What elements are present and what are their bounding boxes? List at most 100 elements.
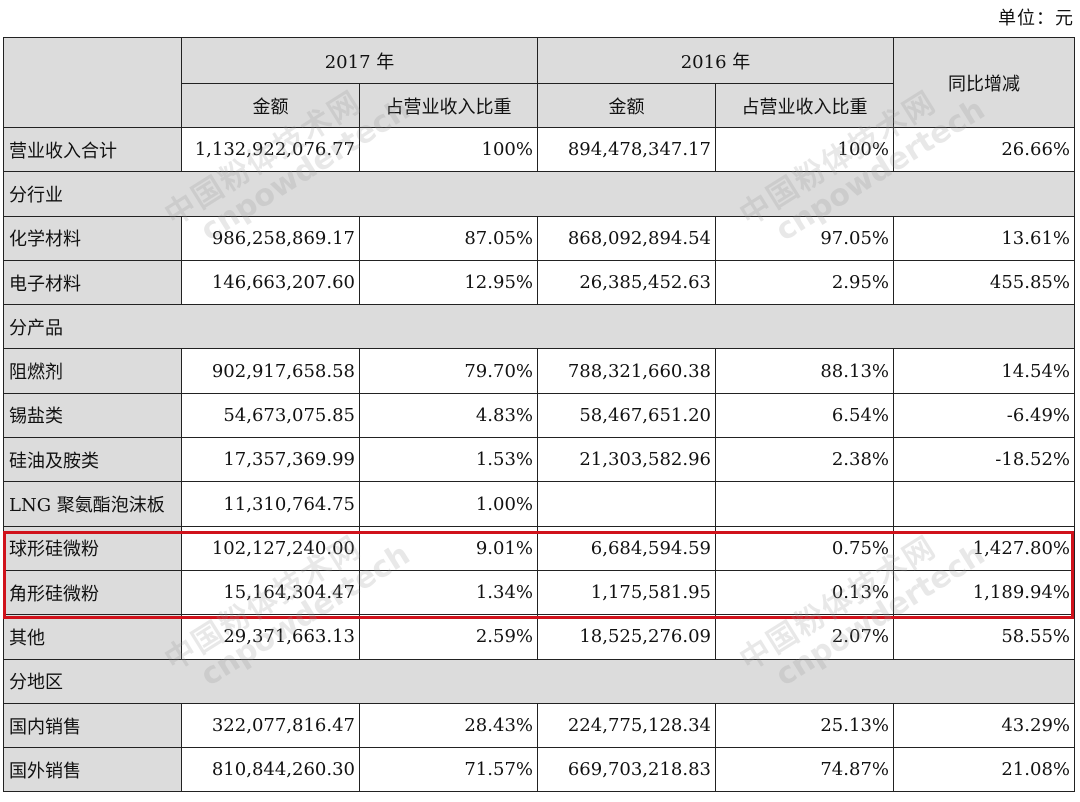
amount-2016-cell: 58,467,651.20 (537, 392, 716, 439)
ratio-2016-cell: 100% (715, 126, 894, 173)
yoy-cell (893, 481, 1075, 527)
row-label: 其他 (3, 614, 182, 660)
amount-2017-cell: 29,371,663.13 (181, 614, 360, 660)
amount-2016-cell: 788,321,660.38 (537, 348, 716, 394)
yoy-cell: 13.61% (893, 215, 1075, 261)
amount-2017-cell: 986,258,869.17 (181, 215, 360, 261)
section-label: 分产品 (3, 304, 1075, 350)
yoy-cell: 455.85% (893, 259, 1075, 306)
amount-2016-cell: 6,684,594.59 (537, 525, 716, 571)
table-row: 球形硅微粉 102,127,240.00 9.01% 6,684,594.59 0.75… (3, 525, 1075, 571)
ratio-2017-cell: 12.95% (359, 259, 538, 306)
amount-2016-cell: 18,525,276.09 (537, 614, 716, 660)
ratio-2017-cell: 1.53% (359, 437, 538, 483)
header-yoy: 同比增减 (893, 37, 1075, 128)
ratio-2017-cell: 28.43% (359, 702, 538, 749)
ratio-2017-cell: 9.01% (359, 525, 538, 571)
row-label: 硅油及胺类 (3, 437, 182, 483)
amount-2017-cell: 322,077,816.47 (181, 702, 360, 749)
table-row: LNG 聚氨酯泡沫板 11,310,764.75 1.00% (3, 481, 1075, 527)
amount-2016-cell (537, 481, 716, 527)
amount-2016-cell: 868,092,894.54 (537, 215, 716, 261)
header-amount-2016: 金额 (537, 83, 716, 128)
ratio-2017-cell: 79.70% (359, 348, 538, 394)
table-row: 阻燃剂 902,917,658.58 79.70% 788,321,660.38 88.… (3, 348, 1075, 394)
row-label: 阻燃剂 (3, 348, 182, 394)
header-amount-2017: 金额 (181, 83, 360, 128)
amount-2016-cell: 224,775,128.34 (537, 702, 716, 749)
yoy-cell: 26.66% (893, 126, 1075, 173)
section-label: 分行业 (3, 171, 1075, 217)
ratio-2016-cell: 0.75% (715, 525, 894, 571)
ratio-2017-cell: 2.59% (359, 614, 538, 660)
amount-2017-cell: 1,132,922,076.77 (181, 126, 360, 173)
yoy-cell: 14.54% (893, 348, 1075, 394)
row-label: 国外销售 (3, 747, 182, 793)
amount-2016-cell: 26,385,452.63 (537, 259, 716, 306)
ratio-2016-cell: 6.54% (715, 392, 894, 439)
ratio-2016-cell: 2.95% (715, 259, 894, 306)
row-label: 球形硅微粉 (3, 525, 182, 571)
section-row: 分地区 (3, 658, 1075, 704)
header-year-2017: 2017 年 (181, 37, 538, 84)
table-row: 国外销售 810,844,260.30 71.57% 669,703,218.83 74… (3, 747, 1075, 793)
table-row: 化学材料 986,258,869.17 87.05% 868,092,894.54 97… (3, 215, 1075, 261)
section-row: 分产品 (3, 304, 1075, 350)
yoy-cell: -6.49% (893, 392, 1075, 439)
ratio-2017-cell: 87.05% (359, 215, 538, 261)
table-row: 国内销售 322,077,816.47 28.43% 224,775,128.34 25… (3, 702, 1075, 749)
ratio-2016-cell (715, 481, 894, 527)
header-blank-cell (3, 37, 182, 128)
row-label: LNG 聚氨酯泡沫板 (3, 481, 182, 527)
amount-2017-cell: 810,844,260.30 (181, 747, 360, 793)
table-row: 电子材料 146,663,207.60 12.95% 26,385,452.63 2.9… (3, 259, 1075, 306)
table-row: 其他 29,371,663.13 2.59% 18,525,276.09 2.07% 58… (3, 614, 1075, 660)
yoy-cell: 43.29% (893, 702, 1075, 749)
table-row: 角形硅微粉 15,164,304.47 1.34% 1,175,581.95 0.13%… (3, 569, 1075, 616)
amount-2017-cell: 102,127,240.00 (181, 525, 360, 571)
ratio-2017-cell: 71.57% (359, 747, 538, 793)
amount-2016-cell: 894,478,347.17 (537, 126, 716, 173)
amount-2016-cell: 669,703,218.83 (537, 747, 716, 793)
ratio-2016-cell: 2.07% (715, 614, 894, 660)
amount-2017-cell: 902,917,658.58 (181, 348, 360, 394)
ratio-2016-cell: 25.13% (715, 702, 894, 749)
table-row: 硅油及胺类 17,357,369.99 1.53% 21,303,582.96 2.38… (3, 437, 1075, 483)
header-row-metrics: 金额 占营业收入比重 金额 占营业收入比重 (4, 83, 1075, 128)
section-label: 分地区 (3, 658, 1075, 704)
row-label: 角形硅微粉 (3, 569, 182, 616)
ratio-2016-cell: 2.38% (715, 437, 894, 483)
ratio-2016-cell: 88.13% (715, 348, 894, 394)
yoy-cell: 1,427.80% (893, 525, 1075, 571)
yoy-cell: 1,189.94% (893, 569, 1075, 616)
ratio-2017-cell: 4.83% (359, 392, 538, 439)
ratio-2016-cell: 0.13% (715, 569, 894, 616)
ratio-2016-cell: 97.05% (715, 215, 894, 261)
ratio-2017-cell: 1.00% (359, 481, 538, 527)
amount-2017-cell: 146,663,207.60 (181, 259, 360, 306)
revenue-table: 2017 年 2016 年 同比增减 金额 占营业收入比重 金额 占营业收入比重… (3, 37, 1075, 793)
ratio-2016-cell: 74.87% (715, 747, 894, 793)
yoy-cell: -18.52% (893, 437, 1075, 483)
amount-2016-cell: 21,303,582.96 (537, 437, 716, 483)
header-ratio-2017: 占营业收入比重 (359, 83, 538, 128)
row-label: 营业收入合计 (3, 126, 182, 173)
header-ratio-2016: 占营业收入比重 (715, 83, 894, 128)
ratio-2017-cell: 1.34% (359, 569, 538, 616)
header-row-years: 2017 年 2016 年 同比增减 (3, 37, 1075, 128)
yoy-cell: 21.08% (893, 747, 1075, 793)
ratio-2017-cell: 100% (359, 126, 538, 173)
row-label: 国内销售 (3, 702, 182, 749)
amount-2017-cell: 15,164,304.47 (181, 569, 360, 616)
header-year-2016: 2016 年 (537, 37, 894, 84)
row-label: 锡盐类 (3, 392, 182, 439)
amount-2017-cell: 17,357,369.99 (181, 437, 360, 483)
table-row: 锡盐类 54,673,075.85 4.83% 58,467,651.20 6.54% -… (3, 392, 1075, 439)
row-label: 电子材料 (3, 259, 182, 306)
section-row: 分行业 (3, 171, 1075, 217)
amount-2016-cell: 1,175,581.95 (537, 569, 716, 616)
row-label: 化学材料 (3, 215, 182, 261)
amount-2017-cell: 11,310,764.75 (181, 481, 360, 527)
yoy-cell: 58.55% (893, 614, 1075, 660)
table-row: 营业收入合计 1,132,922,076.77 100% 894,478,347.17… (3, 126, 1075, 173)
